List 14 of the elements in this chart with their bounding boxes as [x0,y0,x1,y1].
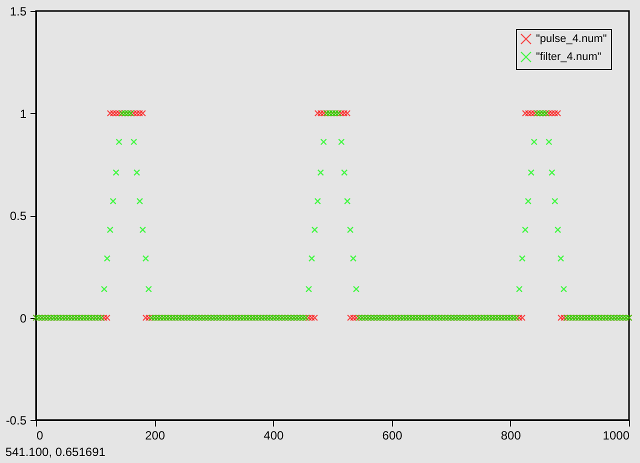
x-tick-label: 600 [382,428,403,442]
text: 541.100, 0.651691 [5,445,106,459]
x-tick-label: 200 [145,428,166,442]
x-tick-label: 400 [264,428,284,442]
y-tick-label: 1 [20,106,27,121]
x-tick-label: 0 [36,428,44,442]
y-tick-label: 1.5 [10,4,27,18]
x-tick-label: 1000 [602,428,630,442]
legend-label: "pulse_4.num" [536,33,607,45]
x-tick-label: 800 [500,428,522,442]
y-tick-label: 0.5 [10,209,27,223]
y-tick-label: 0 [20,311,27,326]
legend-label: "filter_4.num" [536,51,602,63]
y-tick-label: -0.5 [6,414,27,428]
